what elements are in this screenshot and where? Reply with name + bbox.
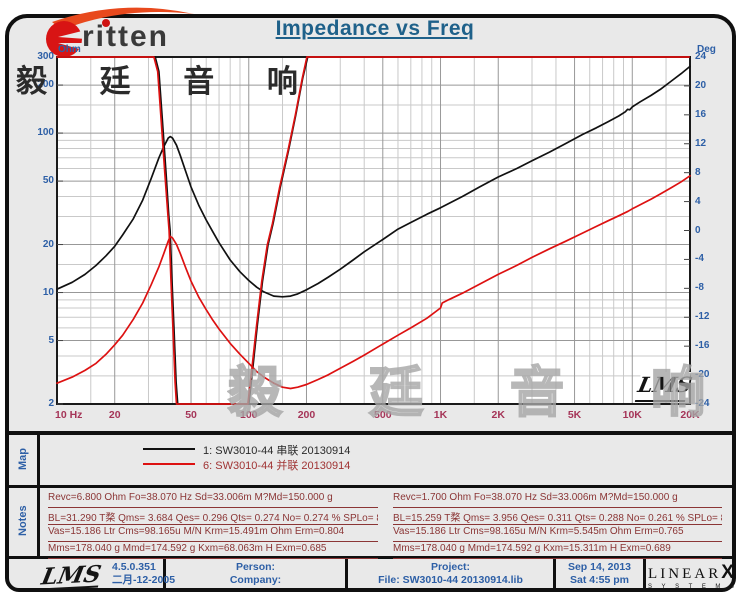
lms-footer-logo: LMS: [39, 562, 103, 590]
legend-swatch-black: [143, 448, 195, 450]
deg-axis-tick-label: 20: [695, 80, 706, 91]
project-file-cell: Project: File: SW3010-44 20130914.lib: [348, 561, 553, 587]
legend-label: 6: SW3010-44 并联 20130914: [203, 457, 350, 473]
deg-axis-tick-label: -4: [695, 253, 704, 264]
note-line: Mms=178.040 g Mmd=174.592 g Kxm=15.311m …: [393, 543, 722, 559]
footer-date: Sep 14, 2013: [556, 561, 643, 574]
x-axis-tick-label: 50: [171, 409, 211, 421]
divider-chart-map: [9, 431, 732, 435]
y-axis-tick-label: 10: [20, 287, 54, 298]
note-line: Revc=1.700 Ohm Fo=38.070 Hz Sd=33.006m M…: [393, 492, 722, 508]
y-axis-unit-ohm: Ohm: [58, 44, 81, 55]
watermark-text: 毅 廷 音 响: [228, 348, 741, 427]
y-axis-tick-label: 2: [20, 398, 54, 409]
y-axis-tick-label: 20: [20, 239, 54, 250]
deg-axis-tick-label: 4: [695, 196, 701, 207]
y-axis-tick-label: 50: [20, 175, 54, 186]
notes-row-label: Notes: [17, 506, 29, 536]
map-row-label: Map: [17, 444, 29, 474]
linearx-systems-text: SYSTEMS: [648, 584, 734, 590]
legend-swatch-red: [143, 463, 195, 465]
deg-axis-tick-label: -12: [695, 311, 709, 322]
lms-report-page: ritten 毅 廷 音 响 Impedance vs Freq Ohm Deg…: [0, 0, 750, 600]
deg-axis-tick-label: -8: [695, 282, 704, 293]
note-line: Vas=15.186 Ltr Cms=98.165u M/N Krm=5.545…: [393, 526, 722, 542]
x-axis-tick-label: 20: [95, 409, 135, 421]
brand-name: ritten: [82, 20, 169, 54]
note-line: Revc=6.800 Ohm Fo=38.070 Hz Sd=33.006m M…: [48, 492, 378, 508]
deg-axis-tick-label: 8: [695, 167, 701, 178]
person-label: Person:: [166, 561, 345, 574]
brand-chinese-name: 毅 廷 音 响: [16, 56, 276, 101]
note-line: Vas=15.186 Ltr Cms=98.165u M/N Krm=15.49…: [48, 526, 378, 542]
footer-divider: [643, 559, 646, 588]
deg-axis-tick-label: 0: [695, 225, 701, 236]
note-line: BL=31.290 T楘 Qms= 3.684 Qes= 0.296 Qts= …: [48, 509, 378, 525]
file-label: File: SW3010-44 20130914.lib: [348, 574, 553, 587]
datetime-cell: Sep 14, 2013 Sat 4:55 pm: [556, 561, 643, 587]
linearx-systems-logo: LINEARX SYSTEMS: [648, 562, 734, 590]
deg-axis-tick-label: 16: [695, 109, 706, 120]
note-line: Mms=178.040 g Mmd=174.592 g Kxm=68.063m …: [48, 543, 378, 559]
company-label: Company:: [166, 574, 345, 587]
linearx-wordmark: LINEARX: [648, 562, 734, 584]
y-axis-tick-label: 100: [20, 127, 54, 138]
y-axis-tick-label: 5: [20, 335, 54, 346]
project-label: Project:: [348, 561, 553, 574]
footer-time: Sat 4:55 pm: [556, 574, 643, 587]
page-title: Impedance vs Freq: [240, 17, 510, 41]
legend-label: 1: SW3010-44 串联 20130914: [203, 442, 350, 458]
note-line: BL=15.259 T楘 Qms= 3.956 Qes= 0.311 Qts= …: [393, 509, 722, 525]
x-axis-tick-label: 10 Hz: [55, 409, 82, 421]
divider-map-notes: [9, 485, 732, 488]
row-label-divider: [37, 431, 40, 559]
deg-axis-tick-label: 24: [695, 51, 706, 62]
deg-axis-tick-label: 12: [695, 138, 706, 149]
person-company-cell: Person: Company:: [166, 561, 345, 587]
